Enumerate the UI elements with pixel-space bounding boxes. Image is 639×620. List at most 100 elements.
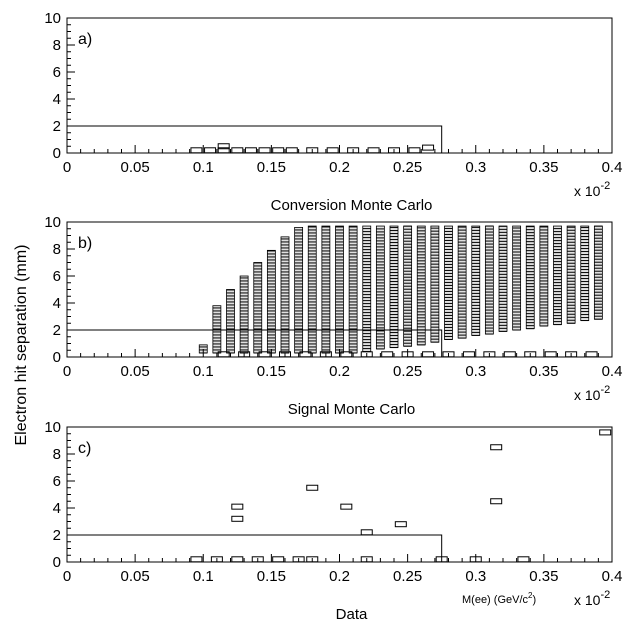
box-column <box>212 305 222 354</box>
data-box <box>272 556 285 563</box>
x-tick-label: 0.4 <box>602 159 623 176</box>
baseline-box <box>340 351 353 358</box>
x-exponent-base: x 10 <box>574 592 601 608</box>
column-outline <box>525 225 535 330</box>
column-outline <box>553 225 562 326</box>
box-column <box>226 289 235 354</box>
data-box <box>190 556 203 563</box>
y-tick-label: 2 <box>53 322 61 339</box>
box-column <box>566 225 576 324</box>
data-box <box>244 147 257 154</box>
y-tick-label: 8 <box>53 446 61 463</box>
cut-region-line <box>67 125 443 153</box>
baseline-box <box>279 351 291 358</box>
x-exponent-base: x 10 <box>574 387 601 403</box>
y-tick-label: 6 <box>53 473 61 490</box>
data-box <box>435 556 448 563</box>
x-tick-label: 0.35 <box>529 568 558 585</box>
column-fill <box>376 226 385 349</box>
column-fill <box>430 226 439 343</box>
box-column <box>294 226 304 354</box>
column-outline <box>226 289 235 354</box>
y-tick-label: 8 <box>53 37 61 54</box>
column-outline <box>239 275 249 354</box>
box-column <box>444 225 453 340</box>
x-tick-label: 0.05 <box>121 363 150 380</box>
panel-caption: Data <box>336 606 368 620</box>
data-box <box>347 147 360 154</box>
x-tick-label: 0.3 <box>465 363 486 380</box>
data-box <box>204 147 217 154</box>
baseline-box <box>503 351 516 358</box>
x-tick-label: 0.35 <box>529 363 558 380</box>
box-column <box>512 225 522 331</box>
panel-label: c) <box>78 440 91 457</box>
y-tick-label: 4 <box>53 91 61 108</box>
baseline-box <box>442 351 455 358</box>
x-tick-label: 0 <box>63 363 71 380</box>
column-outline <box>484 225 494 335</box>
data-box <box>599 429 612 436</box>
column-outline <box>566 225 576 324</box>
x-exponent-label: x 10-2 <box>574 384 610 403</box>
column-outline <box>212 305 222 354</box>
box-column <box>253 262 263 354</box>
data-box <box>490 498 503 505</box>
box-column <box>471 225 481 336</box>
column-outline <box>307 225 317 354</box>
data-box <box>306 556 319 563</box>
data-box <box>190 147 203 154</box>
column-outline <box>471 225 481 336</box>
data-box <box>490 444 503 451</box>
column-outline <box>266 249 276 354</box>
data-box <box>326 147 339 154</box>
data-box <box>231 515 244 522</box>
column-outline <box>362 225 372 353</box>
box-column <box>280 236 290 354</box>
baseline-box <box>483 351 496 358</box>
column-outline <box>253 262 263 354</box>
data-box <box>272 147 285 154</box>
column-fill <box>390 226 398 348</box>
box-column <box>239 275 249 354</box>
y-tick-label: 10 <box>44 419 61 436</box>
y-tick-label: 4 <box>53 295 61 312</box>
data-box <box>231 147 244 154</box>
data-box <box>360 529 373 536</box>
panel-label: a) <box>78 31 92 48</box>
baseline-box <box>462 351 475 358</box>
x-tick-label: 0.35 <box>529 159 558 176</box>
data-box <box>360 556 373 563</box>
baseline-box <box>299 351 312 358</box>
box-column <box>321 225 331 354</box>
column-fill <box>458 226 467 339</box>
baseline-box <box>319 351 332 358</box>
box-column <box>389 225 399 349</box>
baseline-box <box>381 351 394 358</box>
baseline-box <box>544 351 557 358</box>
baseline-box <box>585 351 598 358</box>
box-column <box>416 225 426 346</box>
column-fill <box>199 344 208 353</box>
baseline-box <box>258 351 271 358</box>
data-box <box>251 556 264 563</box>
panel-caption: Signal Monte Carlo <box>288 401 416 418</box>
y-tick-label: 0 <box>53 554 61 571</box>
column-outline <box>498 225 508 332</box>
data-box <box>231 556 244 563</box>
column-outline <box>580 225 590 321</box>
box-column <box>335 225 344 354</box>
x-tick-label: 0.05 <box>121 159 150 176</box>
plot-frame <box>66 17 613 154</box>
x-tick-label: 0.15 <box>257 568 286 585</box>
y-tick-label: 0 <box>53 349 61 366</box>
column-fill <box>539 226 548 326</box>
column-outline <box>389 225 399 348</box>
column-fill <box>417 226 426 345</box>
column-outline <box>430 225 440 343</box>
panel-2: 0 0.05 0.1 0.15 0.2 0.25 0.3 0.35 0.4 0 2 4 6 8 10 b) x … <box>44 214 622 418</box>
column-fill <box>240 276 249 353</box>
box-column <box>525 225 535 330</box>
x-tick-label: 0.15 <box>257 159 286 176</box>
